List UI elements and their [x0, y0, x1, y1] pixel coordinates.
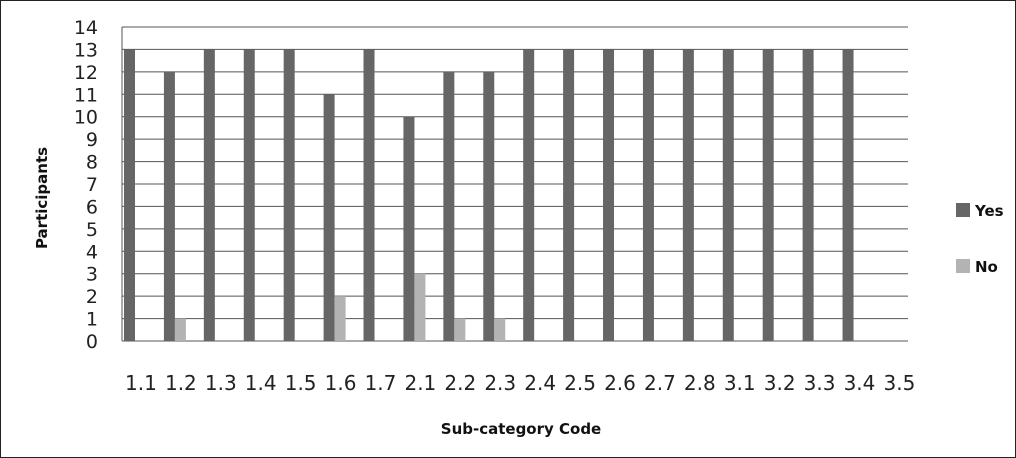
legend-label-no: No — [975, 258, 998, 276]
bar-yes-2-6 — [603, 49, 615, 342]
bar-yes-3-4 — [842, 49, 854, 342]
x-axis-title: Sub-category Code — [441, 420, 601, 438]
x-tick-labels: 1.1 1.2 1.3 1.4 1.5 1.6 1.7 2.1 2.2 2.3 2.4 2.5 2.6 2… — [125, 371, 915, 395]
bars — [124, 49, 854, 342]
x-tick-label: 1.7 — [365, 371, 397, 395]
x-tick-label: 3.2 — [764, 371, 796, 395]
legend-swatch-yes — [956, 203, 970, 217]
y-tick-label: 14 — [74, 17, 98, 39]
y-tick-label: 13 — [74, 39, 98, 61]
bar-yes-1-3 — [203, 49, 215, 342]
y-tick-label: 9 — [86, 129, 98, 151]
y-tick-label: 2 — [86, 286, 98, 308]
bar-yes-1-7 — [363, 49, 375, 342]
bar-yes-2-3 — [483, 71, 495, 341]
y-tick-label: 8 — [86, 152, 98, 174]
y-tick-label: 1 — [86, 309, 98, 331]
legend-swatch-no — [956, 259, 970, 273]
y-tick-label: 6 — [86, 196, 98, 218]
y-tick-label: 5 — [86, 219, 98, 241]
x-tick-label: 2.1 — [404, 371, 436, 395]
x-tick-label: 2.2 — [444, 371, 476, 395]
x-tick-label: 1.6 — [325, 371, 357, 395]
y-tick-label: 12 — [74, 62, 98, 84]
x-tick-label: 3.1 — [724, 371, 756, 395]
x-tick-label: 1.4 — [245, 371, 277, 395]
x-tick-label: 1.1 — [125, 371, 157, 395]
bar-yes-2-2 — [443, 71, 455, 341]
y-axis-title: Participants — [33, 147, 51, 249]
bar-no-2-2 — [454, 318, 466, 341]
x-tick-label: 2.5 — [564, 371, 596, 395]
x-tick-label: 3.3 — [804, 371, 836, 395]
bar-yes-2-4 — [523, 49, 535, 342]
y-tick-label: 11 — [74, 84, 98, 106]
y-tick-label: 4 — [86, 241, 98, 263]
x-tick-label: 2.6 — [604, 371, 636, 395]
bar-yes-3-3 — [802, 49, 814, 342]
y-tick-label: 7 — [86, 174, 98, 196]
x-tick-label: 2.7 — [644, 371, 676, 395]
bar-yes-1-1 — [124, 49, 135, 342]
bar-no-1-2 — [174, 318, 186, 341]
y-tick-label: 10 — [74, 107, 98, 129]
x-tick-label: 2.8 — [684, 371, 716, 395]
bar-yes-3-2 — [762, 49, 774, 342]
y-tick-label: 3 — [86, 264, 98, 286]
x-tick-label: 1.2 — [165, 371, 197, 395]
bar-yes-1-5 — [283, 49, 295, 342]
gridlines — [121, 26, 908, 342]
bar-yes-2-1 — [403, 116, 415, 341]
bar-yes-2-7 — [642, 49, 654, 342]
bar-yes-1-2 — [163, 71, 175, 341]
bar-yes-2-8 — [682, 49, 694, 342]
legend-label-yes: Yes — [974, 202, 1004, 220]
bar-yes-2-5 — [563, 49, 575, 342]
legend: Yes No — [956, 202, 1004, 276]
bar-no-2-3 — [494, 318, 506, 341]
x-tick-label: 2.3 — [484, 371, 516, 395]
x-tick-label: 3.5 — [884, 371, 916, 395]
x-tick-label: 3.4 — [844, 371, 876, 395]
bar-yes-3-1 — [722, 49, 734, 342]
bar-yes-1-4 — [243, 49, 255, 342]
bar-no-1-6 — [334, 296, 346, 341]
bar-no-2-1 — [414, 273, 426, 341]
y-tick-label: 0 — [86, 331, 98, 353]
x-tick-label: 1.5 — [285, 371, 317, 395]
x-tick-label: 2.4 — [524, 371, 556, 395]
bar-yes-1-6 — [323, 94, 335, 342]
x-tick-label: 1.3 — [205, 371, 237, 395]
